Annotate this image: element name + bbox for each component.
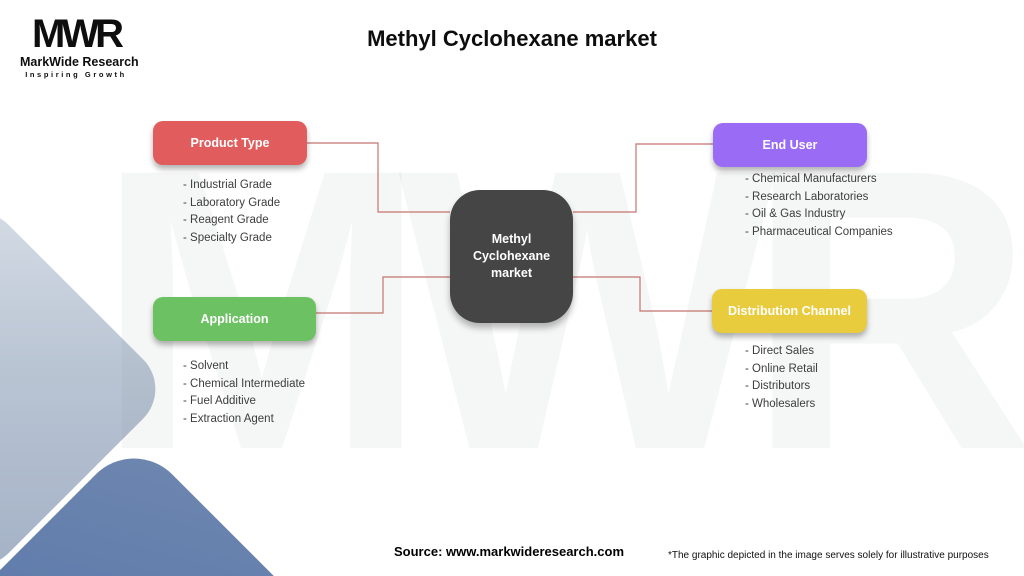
page-title: Methyl Cyclohexane market	[367, 26, 657, 51]
list-item: - Extraction Agent	[183, 412, 274, 425]
list-item: - Wholesalers	[745, 397, 816, 410]
center-node-methyl-cyclohexane-market: Methyl Cyclohexane market	[450, 190, 573, 323]
branch-box-distribution-channel: Distribution Channel	[712, 289, 867, 333]
logo-company-name: MarkWide Research	[20, 55, 139, 69]
list-item: - Fuel Additive	[183, 395, 256, 407]
list-item: - Laboratory Grade	[183, 196, 281, 209]
branch-box-application: Application	[153, 297, 316, 341]
list-item: - Industrial Grade	[183, 179, 272, 191]
disclaimer-text: *The graphic depicted in the image serve…	[668, 550, 989, 561]
branch-box-end-user: End User	[713, 123, 867, 167]
branch-list-distribution-channel: - Direct Sales - Online Retail - Distrib…	[745, 343, 818, 413]
list-item: - Direct Sales	[745, 345, 815, 357]
list-item: - Distributors	[745, 380, 811, 392]
list-item: - Oil & Gas Industry	[745, 208, 846, 220]
list-item: - Solvent	[183, 360, 229, 372]
list-item: - Online Retail	[745, 362, 818, 375]
branch-list-product-type: - Industrial Grade - Laboratory Grade - …	[183, 177, 280, 247]
list-item: - Chemical Intermediate	[183, 377, 306, 390]
connector-product-type	[307, 142, 450, 213]
list-item: - Pharmaceutical Companies	[745, 225, 893, 238]
branch-list-end-user: - Chemical Manufacturers - Research Labo…	[745, 171, 893, 241]
branch-list-application: - Solvent - Chemical Intermediate - Fuel…	[183, 358, 305, 428]
list-item: - Specialty Grade	[183, 231, 272, 244]
list-item: - Chemical Manufacturers	[745, 173, 877, 185]
logo-tagline: Inspiring Growth	[25, 70, 127, 79]
connector-application	[314, 276, 450, 314]
connector-end-user	[573, 143, 713, 213]
markwide-research-logo: MWR MarkWide Research Inspiring Growth	[20, 10, 139, 79]
list-item: - Reagent Grade	[183, 214, 269, 226]
connector-distribution-channel	[573, 276, 712, 312]
list-item: - Research Laboratories	[745, 190, 869, 203]
logo-mwr-glyph: MWR	[32, 12, 124, 56]
source-text: Source: www.markwideresearch.com	[394, 544, 625, 559]
branch-box-product-type: Product Type	[153, 121, 307, 165]
